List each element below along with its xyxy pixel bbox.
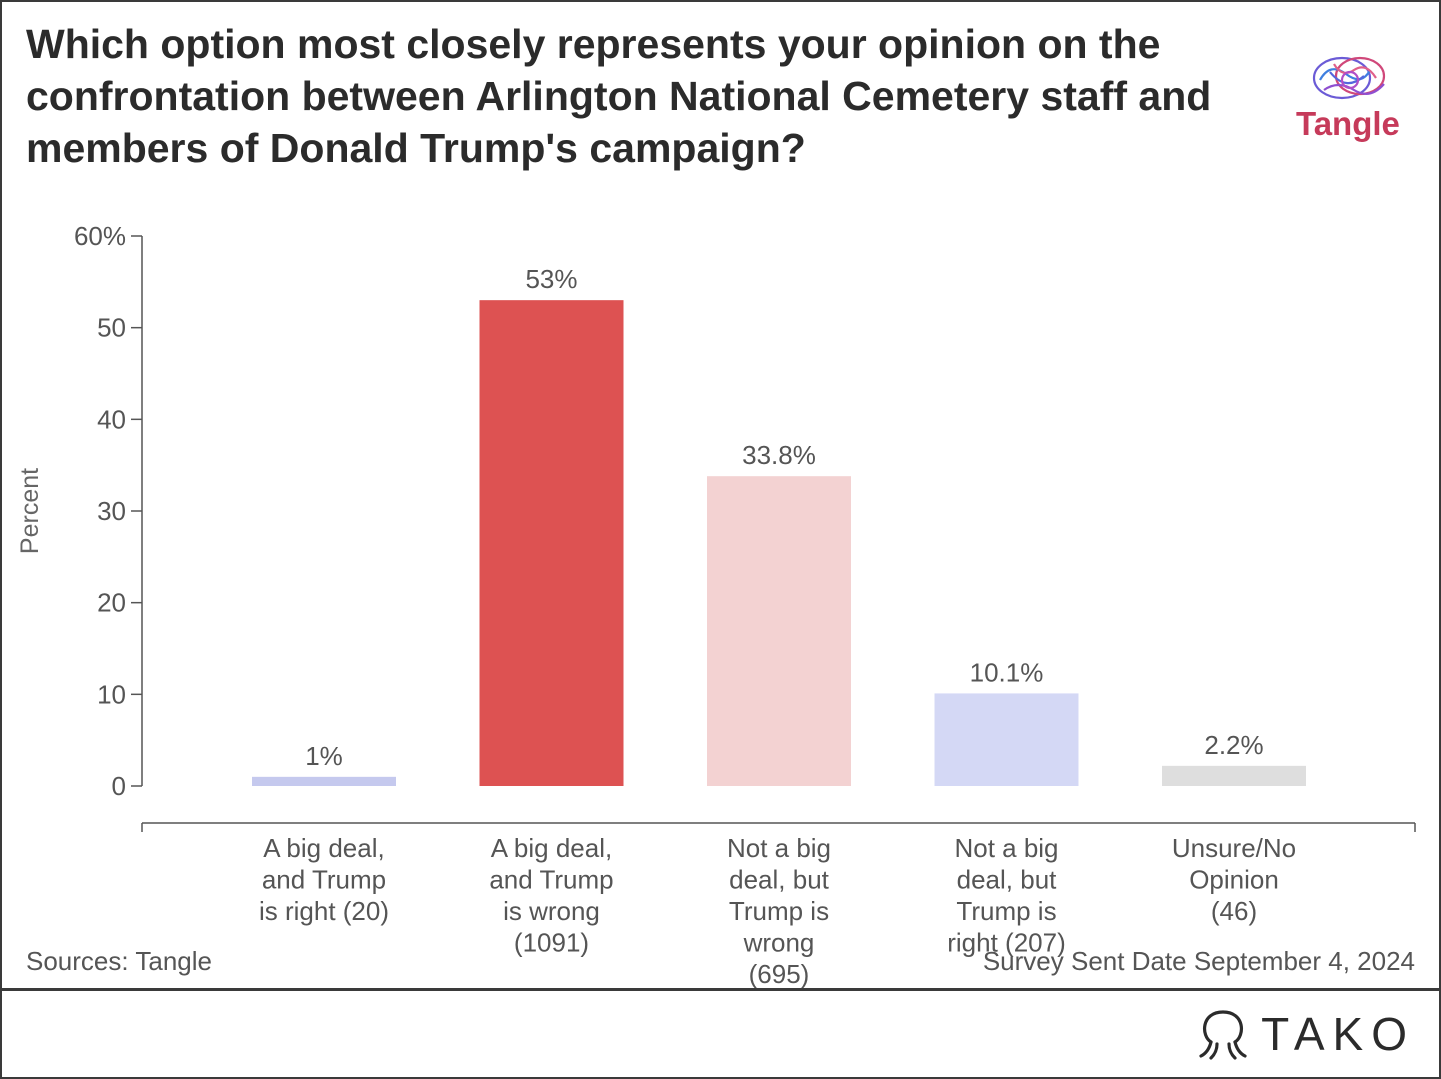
x-tick-label: Not a big bbox=[954, 833, 1058, 863]
x-tick-label: A big deal, bbox=[263, 833, 384, 863]
bar bbox=[252, 776, 396, 786]
x-tick-label: Opinion bbox=[1189, 865, 1279, 895]
tako-octopus-icon bbox=[1199, 1010, 1247, 1060]
x-tick-label: Trump is bbox=[729, 896, 829, 926]
footer-divider bbox=[0, 988, 1441, 991]
x-tick-label: wrong bbox=[743, 928, 815, 958]
x-tick-label: (46) bbox=[1211, 896, 1257, 926]
chart-title: Which option most closely represents you… bbox=[26, 21, 1212, 171]
y-tick-label: 10 bbox=[97, 679, 126, 709]
sources-note: Sources: Tangle bbox=[26, 946, 212, 976]
x-tick-label: Unsure/No bbox=[1172, 833, 1296, 863]
data-label: 10.1% bbox=[970, 657, 1044, 687]
y-tick-label: 0 bbox=[112, 771, 126, 801]
x-tick-label: is wrong bbox=[503, 896, 600, 926]
bar bbox=[707, 476, 851, 786]
y-tick-label: 40 bbox=[97, 404, 126, 434]
x-tick-label: and Trump bbox=[262, 865, 386, 895]
y-tick-label: 30 bbox=[97, 496, 126, 526]
tangle-wordmark: Tangle bbox=[1296, 105, 1400, 142]
survey-date-note: Survey Sent Date September 4, 2024 bbox=[982, 946, 1415, 976]
x-tick-label: Trump is bbox=[956, 896, 1056, 926]
x-tick-label: Not a big bbox=[727, 833, 831, 863]
y-tick-label: 20 bbox=[97, 588, 126, 618]
x-tick-label: right (207) bbox=[947, 928, 1066, 958]
data-label: 53% bbox=[525, 264, 577, 294]
bar bbox=[479, 300, 624, 786]
x-tick-label: A big deal, bbox=[491, 833, 612, 863]
x-tick-label: is right (20) bbox=[259, 896, 389, 926]
x-tick-label: deal, but bbox=[729, 865, 830, 895]
data-label: 2.2% bbox=[1204, 730, 1263, 760]
y-tick-label: 50 bbox=[97, 313, 126, 343]
brain-icon bbox=[1312, 56, 1386, 100]
data-label: 33.8% bbox=[742, 440, 816, 470]
x-tick-label: and Trump bbox=[489, 865, 613, 895]
x-tick-label: deal, but bbox=[957, 865, 1058, 895]
bar bbox=[1162, 765, 1306, 786]
tangle-logo: Tangle bbox=[1290, 50, 1420, 150]
data-label: 1% bbox=[305, 741, 343, 771]
x-tick-label: (695) bbox=[749, 959, 810, 989]
x-tick-label: (1091) bbox=[514, 928, 589, 958]
y-tick-label: 60% bbox=[74, 221, 126, 251]
y-axis-title: Percent bbox=[16, 468, 44, 554]
tako-logo: TAKO bbox=[1197, 1006, 1415, 1062]
bar bbox=[934, 693, 1079, 786]
tako-wordmark: TAKO bbox=[1261, 1008, 1415, 1060]
